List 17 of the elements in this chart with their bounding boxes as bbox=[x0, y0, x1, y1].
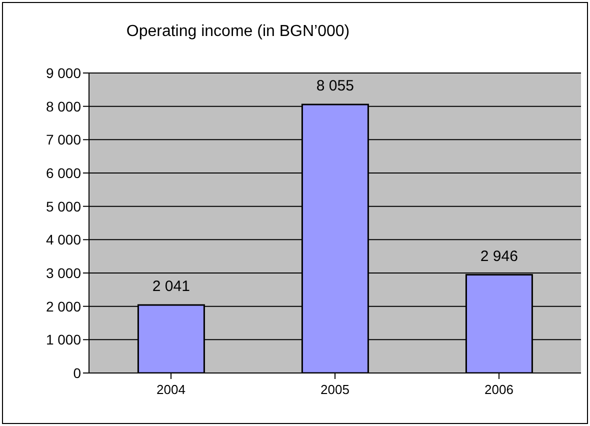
data-label: 2 041 bbox=[152, 278, 190, 295]
x-tick-label: 2004 bbox=[156, 382, 186, 398]
y-tick-label: 6 000 bbox=[46, 164, 82, 181]
data-label: 8 055 bbox=[316, 78, 354, 94]
y-tick-label: 7 000 bbox=[46, 132, 82, 148]
y-tick-label: 8 000 bbox=[46, 98, 82, 114]
chart-title: Operating income (in BGN’000) bbox=[125, 23, 351, 41]
y-tick-label: 4 000 bbox=[46, 232, 82, 248]
y-tick-label: 5 000 bbox=[46, 198, 82, 214]
x-tick-label: 2005 bbox=[320, 382, 350, 398]
y-tick-label: 9 000 bbox=[46, 64, 82, 81]
y-tick-label: 2 000 bbox=[46, 298, 82, 314]
x-tick-label: 2006 bbox=[484, 382, 514, 398]
y-tick-label: 0 bbox=[73, 364, 82, 381]
data-label: 2 946 bbox=[480, 248, 518, 265]
y-tick-label: 1 000 bbox=[46, 332, 82, 348]
y-tick-label: 3 000 bbox=[46, 264, 82, 281]
